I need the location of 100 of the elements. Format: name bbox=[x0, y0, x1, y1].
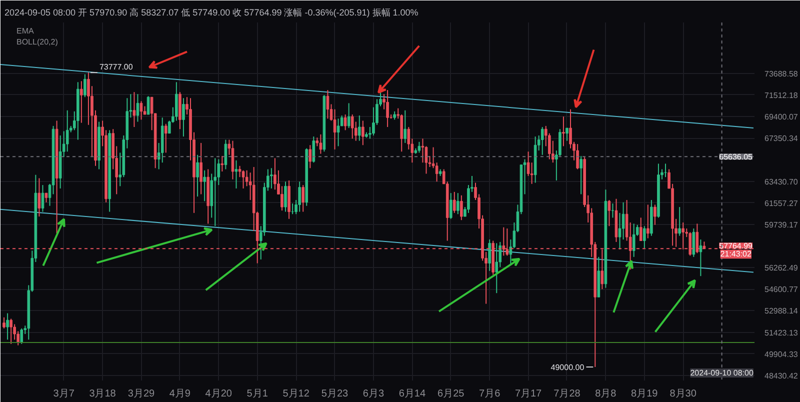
candlestick bbox=[611, 203, 614, 218]
candlestick bbox=[20, 328, 24, 344]
x-tick-label: 4月9 bbox=[169, 388, 191, 400]
x-tick-label: 5月12 bbox=[282, 388, 310, 400]
candlestick bbox=[386, 90, 389, 128]
candlestick bbox=[540, 126, 544, 156]
candlestick bbox=[2, 316, 6, 329]
candlestick bbox=[580, 155, 582, 195]
candlestick bbox=[302, 184, 305, 212]
x-tick-label: 3月7 bbox=[53, 388, 75, 400]
ref-line-label: 65636.05 bbox=[719, 152, 754, 162]
x-tick-label: 7月17 bbox=[514, 388, 542, 400]
candlestick bbox=[203, 170, 206, 202]
candlestick bbox=[336, 118, 340, 147]
x-tick-label: 3月18 bbox=[89, 388, 116, 400]
candlestick bbox=[350, 114, 354, 140]
candlestick bbox=[132, 92, 136, 128]
annotation: 73777.00 bbox=[99, 62, 134, 72]
annotation: 21:43:02 bbox=[720, 250, 752, 259]
candlestick bbox=[333, 108, 336, 150]
candlestick bbox=[238, 165, 242, 178]
candlestick bbox=[38, 178, 41, 217]
candlestick bbox=[639, 217, 642, 242]
candlestick bbox=[488, 238, 491, 272]
ref-line-label: 57764.99 bbox=[719, 242, 754, 251]
candlestick bbox=[164, 123, 168, 154]
candlestick bbox=[308, 144, 312, 169]
candlestick bbox=[270, 168, 273, 189]
candlestick bbox=[242, 170, 245, 189]
candlestick bbox=[404, 110, 407, 144]
candlestick bbox=[452, 191, 456, 214]
y-tick-label: 51423.13 bbox=[764, 328, 798, 338]
x-tick-label: 5月23 bbox=[321, 388, 349, 400]
candlestick bbox=[449, 192, 452, 220]
ref-line-label: 2024-09-10 08:00 bbox=[690, 368, 754, 378]
candlestick bbox=[312, 136, 316, 164]
candlestick bbox=[298, 181, 301, 212]
candlestick bbox=[642, 226, 646, 249]
y-tick-label: 59739.17 bbox=[764, 220, 798, 230]
candlestick bbox=[6, 312, 9, 340]
y-tick-label: 67350.34 bbox=[764, 134, 798, 144]
candlestick bbox=[214, 158, 217, 227]
candlestick bbox=[280, 186, 284, 212]
candlestick bbox=[326, 90, 330, 120]
y-tick-label: 49904.33 bbox=[764, 350, 798, 359]
candlestick bbox=[319, 134, 322, 154]
candlestick bbox=[224, 139, 228, 170]
candlestick bbox=[699, 238, 702, 277]
annotation: 49000.00 bbox=[550, 363, 585, 372]
candlestick bbox=[344, 114, 347, 131]
annotation: BOLL(20,2) bbox=[16, 38, 58, 46]
x-tick-label: 4月20 bbox=[205, 388, 232, 400]
candlestick bbox=[495, 242, 498, 294]
y-tick-label: 71512.18 bbox=[764, 90, 798, 100]
candlestick bbox=[654, 204, 656, 226]
candlestick bbox=[456, 192, 460, 215]
x-tick-label: 5月1 bbox=[246, 388, 268, 400]
candlestick bbox=[80, 80, 83, 124]
candlestick bbox=[44, 192, 48, 203]
candlestick bbox=[196, 154, 199, 198]
candlestick bbox=[632, 223, 636, 258]
x-tick-label: 7月28 bbox=[554, 388, 581, 400]
candlestick bbox=[566, 128, 568, 142]
candlestick bbox=[182, 98, 185, 138]
candlestick bbox=[562, 116, 565, 147]
y-tick-label: 61557.27 bbox=[764, 198, 798, 208]
candlestick bbox=[460, 194, 463, 221]
candlestick bbox=[231, 140, 234, 180]
candlestick bbox=[576, 144, 579, 170]
y-tick-label: 48430.42 bbox=[764, 371, 798, 380]
candlestick bbox=[692, 228, 696, 258]
x-tick-label: 6月25 bbox=[438, 388, 465, 400]
y-tick-label: 73688.58 bbox=[764, 69, 798, 78]
candlestick bbox=[200, 142, 202, 195]
candlestick bbox=[84, 74, 86, 98]
candlestick bbox=[175, 82, 178, 122]
x-tick-label: 8月8 bbox=[595, 388, 617, 400]
candlestick bbox=[10, 318, 12, 344]
y-tick-label: 54600.77 bbox=[764, 285, 798, 294]
x-tick-label: 6月14 bbox=[398, 388, 426, 400]
candlestick bbox=[234, 160, 238, 189]
y-tick-label: 56262.49 bbox=[764, 264, 798, 273]
x-tick-label: 3月29 bbox=[128, 388, 156, 400]
y-tick-label: 63430.70 bbox=[764, 177, 798, 186]
candlestick bbox=[358, 115, 361, 142]
x-tick-label: 6月3 bbox=[362, 388, 384, 400]
candlestick bbox=[347, 102, 350, 129]
candlestick bbox=[284, 181, 287, 212]
candlestick bbox=[608, 200, 611, 227]
x-tick-label: 8月19 bbox=[631, 388, 658, 400]
y-tick-label: 69400.07 bbox=[764, 112, 798, 122]
x-tick-label: 7月6 bbox=[479, 388, 501, 400]
candlestick bbox=[418, 141, 421, 154]
x-tick-label: 8月30 bbox=[670, 388, 697, 400]
candlestick bbox=[678, 206, 681, 236]
chart-title: 2024-09-05 08:00 开 57970.90 高 58327.07 低 57749.00 收 57764.99 涨幅 -0.36%(-205.91) 振幅 1.00% bbox=[4, 8, 418, 18]
y-tick-label: 52988.14 bbox=[764, 306, 798, 316]
candlestick bbox=[220, 155, 224, 172]
candlestick bbox=[41, 184, 44, 212]
annotation: EMA bbox=[16, 26, 34, 36]
